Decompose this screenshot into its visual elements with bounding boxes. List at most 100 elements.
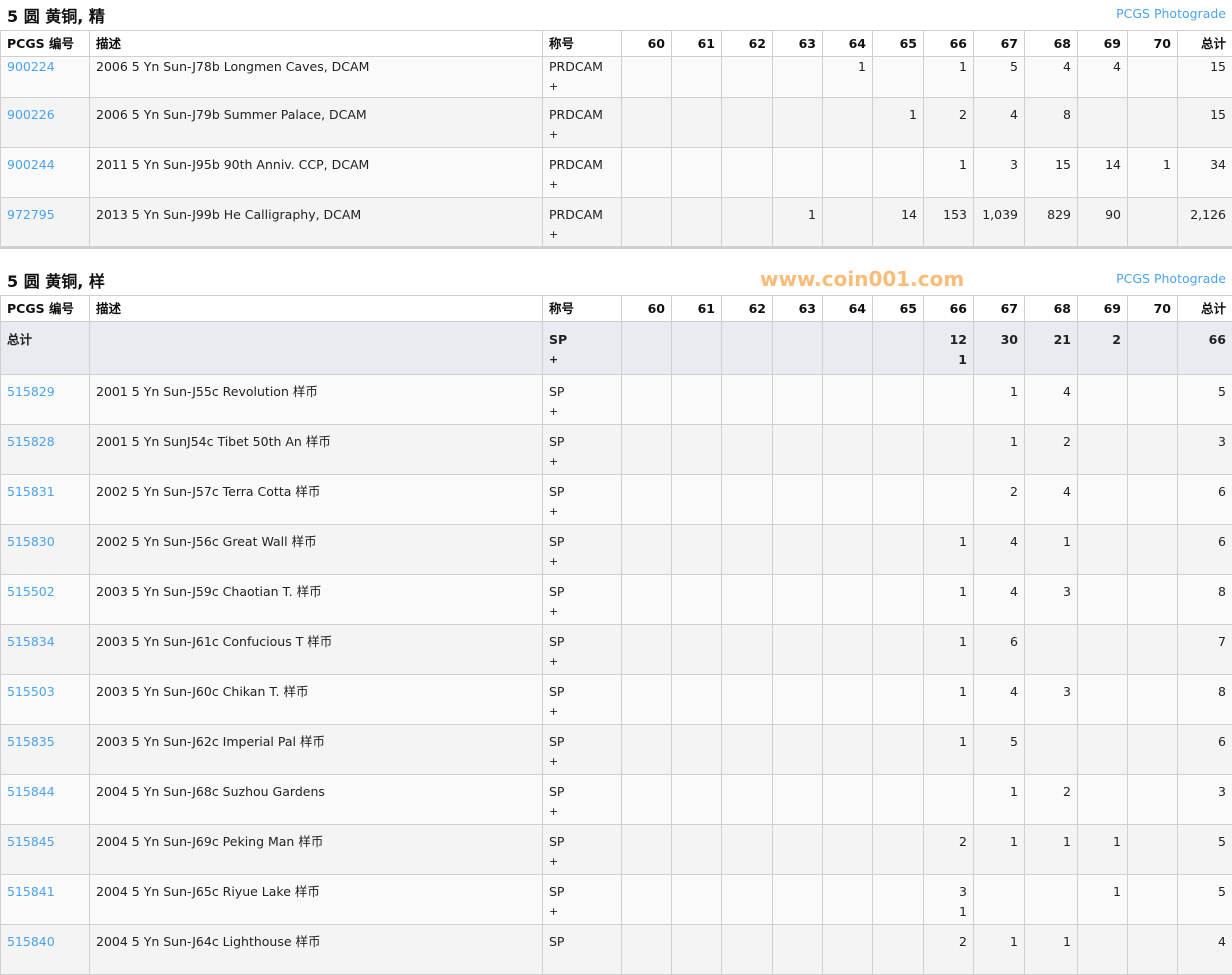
pcgs-photograde-link[interactable]: PCGS Photograde (1116, 271, 1226, 286)
designation: SP (549, 682, 615, 702)
header-designation[interactable]: 称号 (543, 296, 622, 322)
pcgs-number-cell: 515840 (1, 925, 90, 975)
grade-cell-70 (1128, 322, 1178, 375)
header-grade-62[interactable]: 62 (722, 296, 773, 322)
header-grade-66[interactable]: 66 (924, 296, 974, 322)
grade-cell-67: 4 (974, 525, 1025, 575)
grade-cell-64 (823, 825, 873, 875)
header-pcgs-number[interactable]: PCGS 编号 (1, 31, 90, 57)
pcgs-number-link[interactable]: 515828 (7, 434, 55, 449)
pcgs-number-link[interactable]: 515835 (7, 734, 55, 749)
pcgs-number-link[interactable]: 972795 (7, 207, 55, 222)
pcgs-photograde-link[interactable]: PCGS Photograde (1116, 6, 1226, 21)
designation: PRDCAM (549, 57, 615, 77)
header-grade-69[interactable]: 69 (1078, 296, 1128, 322)
grade-cell-60 (622, 148, 672, 198)
grade-cell-66 (924, 775, 974, 825)
pcgs-number-link[interactable]: 515834 (7, 634, 55, 649)
designation: SP (549, 582, 615, 602)
grade-cell-68 (1025, 875, 1078, 925)
pcgs-number-link[interactable]: 515841 (7, 884, 55, 899)
total-cell: 3 (1178, 775, 1232, 825)
grade-cell-62 (722, 625, 773, 675)
header-grade-65[interactable]: 65 (873, 31, 924, 57)
header-designation[interactable]: 称号 (543, 31, 622, 57)
grade-cell-61 (672, 375, 722, 425)
total-cell: 15 (1178, 57, 1232, 98)
pcgs-number-link[interactable]: 515830 (7, 534, 55, 549)
grade-cell-66: 1 (924, 575, 974, 625)
plus-marker: + (549, 77, 615, 97)
header-grade-68[interactable]: 68 (1025, 31, 1078, 57)
header-grade-63[interactable]: 63 (773, 31, 823, 57)
grade-cell-66: 1 (924, 525, 974, 575)
header-grade-62[interactable]: 62 (722, 31, 773, 57)
total-cell: 6 (1178, 475, 1232, 525)
grade-cell-66 (924, 425, 974, 475)
grade-cell-62 (722, 98, 773, 148)
pcgs-number-link[interactable]: 515844 (7, 784, 55, 799)
header-description[interactable]: 描述 (90, 296, 543, 322)
grade-cell-70: 1 (1128, 148, 1178, 198)
grade-cell-61 (672, 322, 722, 375)
pcgs-number-link[interactable]: 900224 (7, 59, 55, 74)
grade-cell-69 (1078, 475, 1128, 525)
pcgs-number-link[interactable]: 515502 (7, 584, 55, 599)
grade-cell-65 (873, 57, 924, 98)
designation: SP (549, 782, 615, 802)
grade-cell-64: 1 (823, 57, 873, 98)
header-grade-67[interactable]: 67 (974, 296, 1025, 322)
header-description[interactable]: 描述 (90, 31, 543, 57)
header-grade-66[interactable]: 66 (924, 31, 974, 57)
grade-cell-62 (722, 198, 773, 248)
header-grade-60[interactable]: 60 (622, 296, 672, 322)
header-grade-64[interactable]: 64 (823, 31, 873, 57)
grade-cell-67: 4 (974, 675, 1025, 725)
designation: SP (549, 882, 615, 902)
header-grade-67[interactable]: 67 (974, 31, 1025, 57)
grade-cell-64 (823, 148, 873, 198)
header-grade-64[interactable]: 64 (823, 296, 873, 322)
plus-marker: + (549, 602, 615, 622)
pcgs-number-link[interactable]: 515503 (7, 684, 55, 699)
plus-marker: + (549, 502, 615, 522)
pcgs-number-link[interactable]: 515831 (7, 484, 55, 499)
header-grade-60[interactable]: 60 (622, 31, 672, 57)
total-cell: 5 (1178, 825, 1232, 875)
header-total[interactable]: 总计 (1178, 31, 1232, 57)
designation: PRDCAM (549, 155, 615, 175)
grade-cell-63 (773, 148, 823, 198)
pcgs-number-cell: 515845 (1, 825, 90, 875)
grade-cell-69 (1078, 98, 1128, 148)
header-grade-68[interactable]: 68 (1025, 296, 1078, 322)
grade-cell-61 (672, 425, 722, 475)
header-pcgs-number[interactable]: PCGS 编号 (1, 296, 90, 322)
header-grade-63[interactable]: 63 (773, 296, 823, 322)
pcgs-number-link[interactable]: 515840 (7, 934, 55, 949)
header-grade-70[interactable]: 70 (1128, 296, 1178, 322)
grade-cell-63 (773, 775, 823, 825)
pcgs-number-link[interactable]: 900244 (7, 157, 55, 172)
grade-cell-66: 1 (924, 57, 974, 98)
header-grade-61[interactable]: 61 (672, 296, 722, 322)
grade-cell-65 (873, 625, 924, 675)
totals-label: 总计 (1, 322, 90, 375)
grade-cell-70 (1128, 825, 1178, 875)
grade-cell-70 (1128, 775, 1178, 825)
header-grade-70[interactable]: 70 (1128, 31, 1178, 57)
header-total[interactable]: 总计 (1178, 296, 1232, 322)
pcgs-number-cell: 515502 (1, 575, 90, 625)
pcgs-number-link[interactable]: 515845 (7, 834, 55, 849)
designation-cell: PRDCAM+ (543, 148, 622, 198)
pcgs-number-link[interactable]: 515829 (7, 384, 55, 399)
grade-cell-70 (1128, 98, 1178, 148)
pcgs-number-cell: 515844 (1, 775, 90, 825)
header-grade-69[interactable]: 69 (1078, 31, 1128, 57)
header-grade-65[interactable]: 65 (873, 296, 924, 322)
header-grade-61[interactable]: 61 (672, 31, 722, 57)
pcgs-number-link[interactable]: 900226 (7, 107, 55, 122)
